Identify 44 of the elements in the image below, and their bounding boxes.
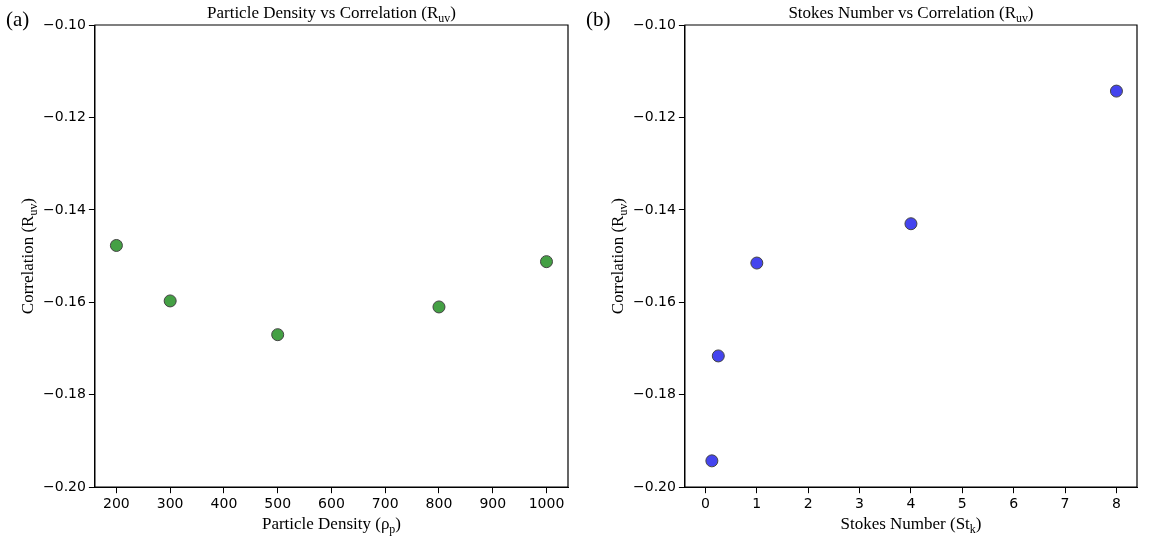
point [904, 217, 918, 231]
y-tick-label: −0.10 [633, 15, 676, 32]
x-tick-label: 4 [906, 495, 916, 512]
y-axis-title: Correlation (Ruv) [607, 197, 631, 315]
y-tick-label: −0.16 [633, 292, 676, 309]
y-tick-label: −0.14 [43, 200, 86, 217]
x-tick-label: 1000 [528, 495, 565, 512]
x-tick-label: 500 [264, 495, 292, 512]
y-tick-label: −0.20 [43, 477, 86, 494]
point [750, 256, 764, 270]
point [705, 454, 719, 468]
x-tick-label: 600 [318, 495, 345, 512]
y-tick-label: −0.12 [633, 108, 676, 125]
x-tick-label: 5 [957, 495, 967, 512]
y-tick-label: −0.18 [633, 385, 676, 402]
point [711, 349, 725, 363]
x-tick-label: 800 [425, 495, 453, 512]
text: (b) [586, 7, 611, 31]
x-tick-label: 300 [156, 495, 184, 512]
y-tick-label: −0.12 [43, 108, 86, 125]
point [109, 238, 123, 252]
x-tick-label: 900 [479, 495, 507, 512]
y-tick-label: −0.16 [43, 292, 86, 309]
x-tick-label: 1 [752, 495, 762, 512]
point [432, 300, 446, 314]
x-tick-label: 2 [803, 495, 813, 512]
point [1109, 84, 1123, 98]
point [540, 255, 553, 269]
y-tick-label: −0.18 [43, 385, 86, 402]
x-tick-label: 6 [1009, 495, 1019, 512]
point [271, 328, 285, 342]
x-tick-label: 7 [1060, 495, 1070, 512]
y-axis-title: Correlation (Ruv) [17, 197, 41, 315]
x-tick-label: 0 [700, 495, 710, 512]
y-tick-label: −0.14 [633, 200, 676, 217]
x-tick-label: 8 [1111, 495, 1121, 512]
y-tick-label: −0.20 [633, 477, 676, 494]
point [163, 294, 177, 308]
x-tick-label: 3 [855, 495, 865, 512]
x-tick-label: 400 [210, 495, 238, 512]
x-tick-label: 200 [103, 495, 130, 512]
x-tick-label: 700 [371, 495, 399, 512]
text: (a) [6, 7, 30, 31]
y-tick-label: −0.10 [43, 15, 86, 32]
